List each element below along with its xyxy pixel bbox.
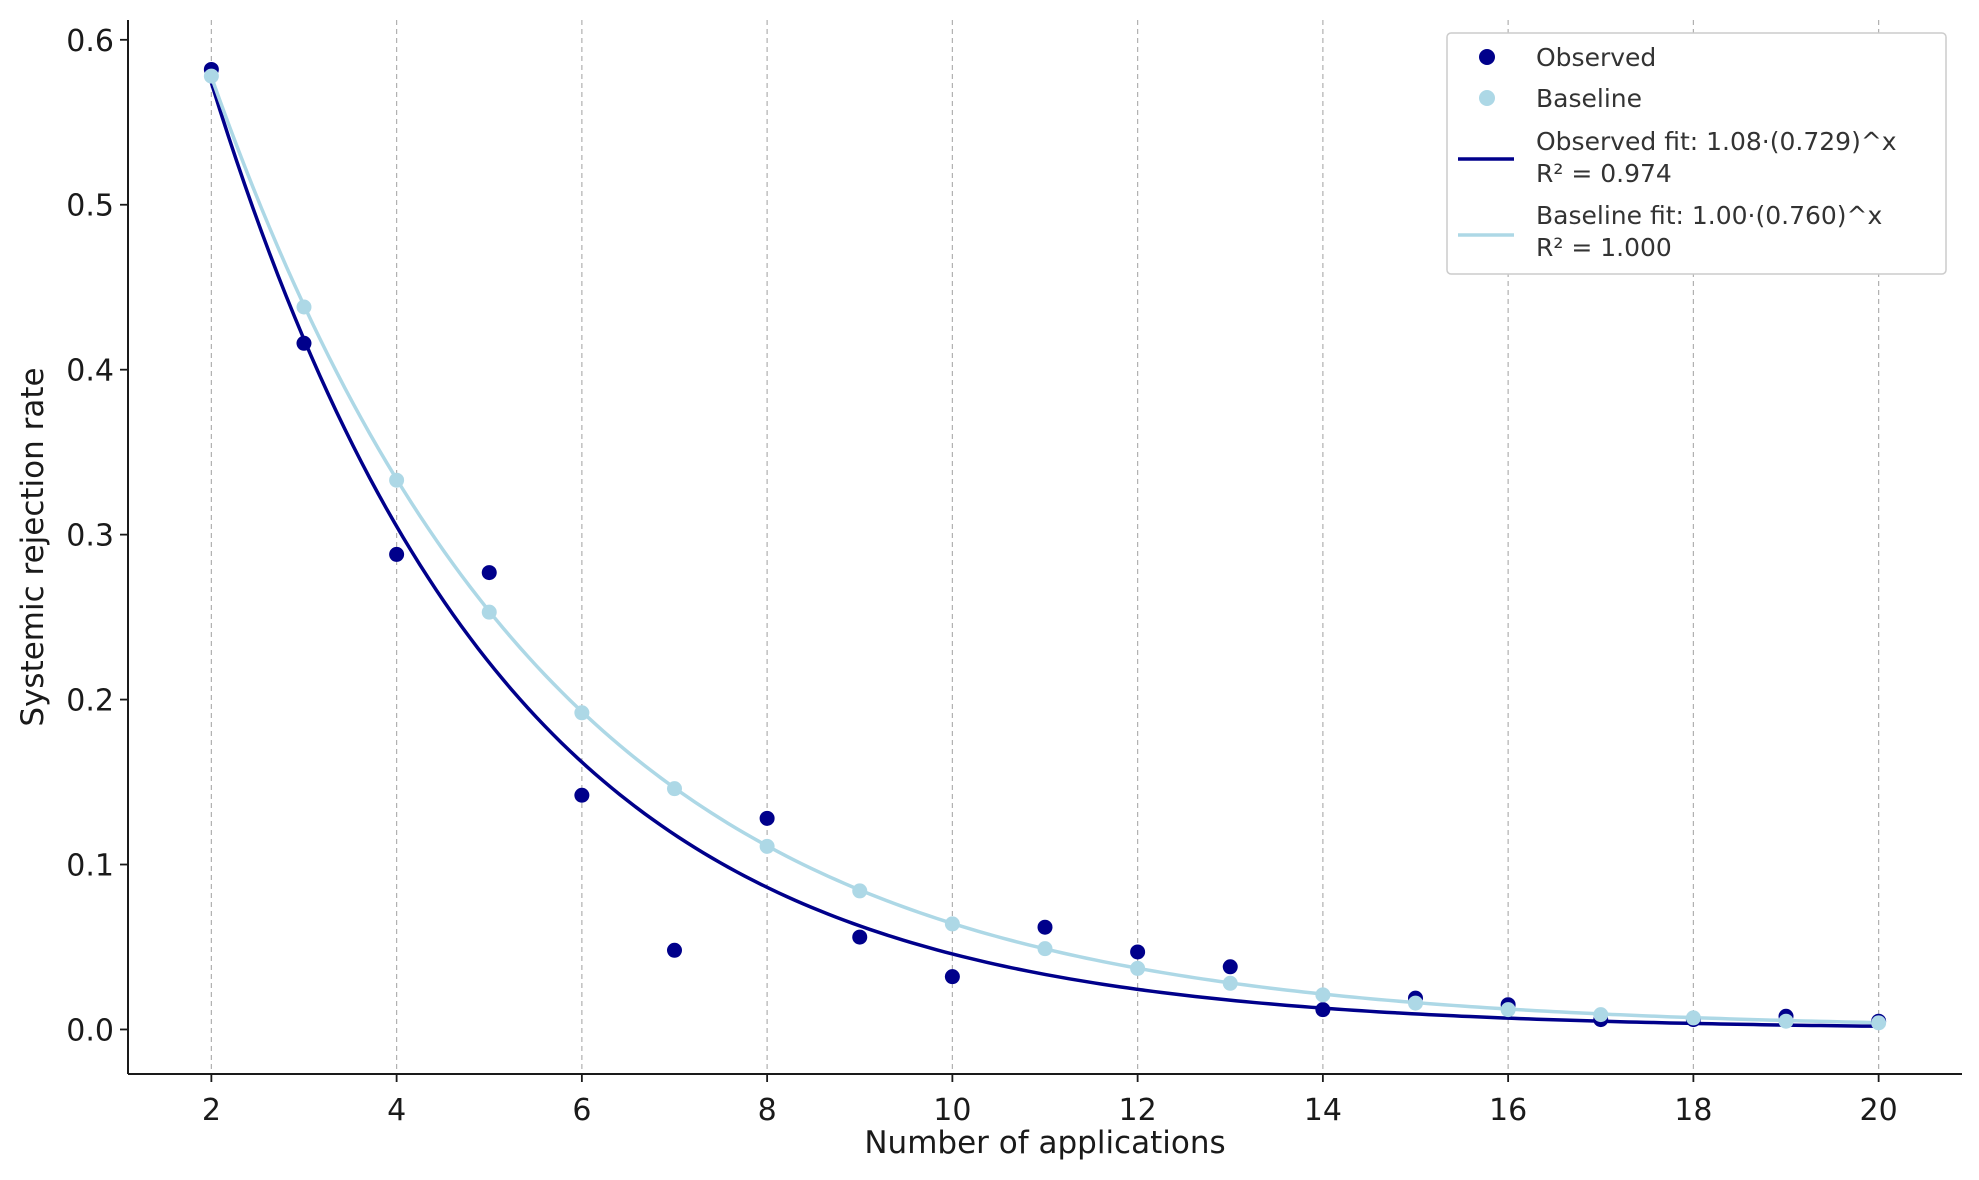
x-ticks: 2 4 6 8 10 12 14 16 18 20 [202,1074,1898,1128]
observed-point-3 [296,335,312,351]
x-tick-label-14: 14 [1304,1093,1342,1128]
baseline-point-3 [296,299,312,315]
baseline-point-15 [1408,995,1424,1011]
legend: Observed Baseline Observed fit: 1.08·(0.… [1446,32,1947,275]
legend-label-baseline: Baseline [1536,84,1642,113]
legend-label-baseline-r2: R² = 1.000 [1536,233,1672,262]
x-tick-label-6: 6 [572,1093,591,1128]
legend-frame [1446,32,1947,275]
observed-point-5 [481,565,497,581]
baseline-point-2 [203,68,219,84]
x-tick-label-16: 16 [1489,1093,1527,1128]
baseline-point-6 [574,705,590,721]
legend-marker-observed [1479,49,1495,65]
baseline-point-4 [389,472,405,488]
baseline-point-13 [1222,975,1238,991]
legend-label-baseline-fit: Baseline fit: 1.00·(0.760)^x [1536,201,1882,230]
y-tick-label-1: 0.1 [66,849,114,884]
observed-point-14 [1315,1002,1331,1018]
baseline-point-19 [1778,1013,1794,1029]
legend-marker-baseline [1479,90,1495,106]
baseline-point-18 [1685,1010,1701,1026]
y-tick-label-6: 0.6 [66,24,114,59]
baseline-point-11 [1037,941,1053,957]
y-axis-label: Systemic rejection rate [15,367,51,726]
axes [127,20,1962,1075]
x-axis-label: Number of applications [864,1125,1225,1161]
baseline-point-9 [852,883,868,899]
baseline-point-8 [759,838,775,854]
baseline-point-7 [666,781,682,797]
observed-point-4 [389,546,405,562]
y-ticks: 0.0 0.1 0.2 0.3 0.4 0.5 0.6 [66,24,128,1048]
y-tick-label-5: 0.5 [66,189,114,224]
x-tick-label-4: 4 [387,1093,406,1128]
baseline-point-12 [1130,960,1146,976]
baseline-point-5 [481,604,497,620]
x-tick-label-8: 8 [758,1093,777,1128]
x-tick-label-2: 2 [202,1093,221,1128]
observed-point-12 [1130,944,1146,960]
x-tick-label-20: 20 [1860,1093,1898,1128]
baseline-point-17 [1593,1007,1609,1023]
observed-point-13 [1222,959,1238,975]
baseline-point-16 [1500,1002,1516,1018]
y-tick-label-4: 0.4 [66,354,114,389]
observed-point-9 [852,929,868,945]
observed-point-7 [666,942,682,958]
observed-point-11 [1037,919,1053,935]
legend-label-observed: Observed [1536,43,1656,72]
y-tick-label-3: 0.3 [66,519,114,554]
legend-label-observed-r2: R² = 0.974 [1536,159,1672,188]
baseline-point-14 [1315,987,1331,1003]
observed-point-8 [759,810,775,826]
observed-point-6 [574,787,590,803]
baseline-point-20 [1871,1015,1887,1031]
x-tick-label-10: 10 [933,1093,971,1128]
observed-point-10 [944,969,960,985]
x-tick-label-18: 18 [1674,1093,1712,1128]
legend-label-observed-fit: Observed fit: 1.08·(0.729)^x [1536,127,1897,156]
y-tick-label-2: 0.2 [66,684,114,719]
y-tick-label-0: 0.0 [66,1013,114,1048]
data-points [203,61,1887,1031]
x-tick-label-12: 12 [1119,1093,1157,1128]
baseline-point-10 [944,916,960,932]
